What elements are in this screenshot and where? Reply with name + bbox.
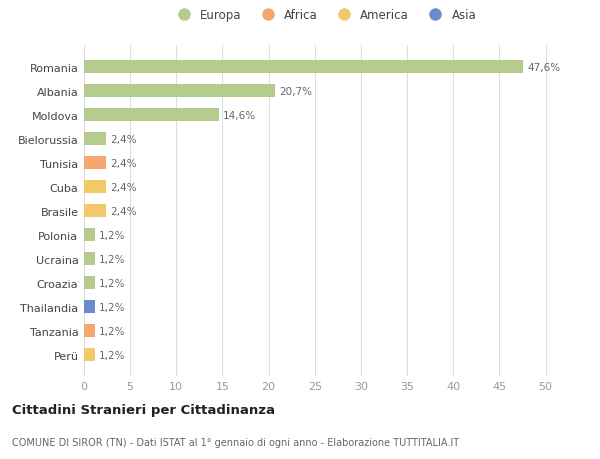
Bar [84, 252, 95, 266]
Bar [84, 276, 95, 290]
Text: 1,2%: 1,2% [99, 302, 125, 312]
Bar [84, 181, 106, 194]
Bar [84, 85, 275, 98]
Bar [84, 205, 106, 218]
Bar [84, 300, 95, 313]
Bar [84, 157, 106, 170]
Text: 1,2%: 1,2% [99, 230, 125, 240]
Text: 2,4%: 2,4% [110, 182, 136, 192]
Text: Cittadini Stranieri per Cittadinanza: Cittadini Stranieri per Cittadinanza [12, 403, 275, 416]
Text: 2,4%: 2,4% [110, 158, 136, 168]
Bar [84, 61, 523, 74]
Bar [84, 109, 219, 122]
Text: 2,4%: 2,4% [110, 134, 136, 144]
Text: 1,2%: 1,2% [99, 350, 125, 360]
Bar [84, 348, 95, 361]
Text: 1,2%: 1,2% [99, 326, 125, 336]
Text: 47,6%: 47,6% [527, 62, 560, 73]
Bar [84, 133, 106, 146]
Text: 1,2%: 1,2% [99, 278, 125, 288]
Text: 1,2%: 1,2% [99, 254, 125, 264]
Bar [84, 229, 95, 241]
Text: 2,4%: 2,4% [110, 206, 136, 216]
Text: 14,6%: 14,6% [223, 111, 256, 120]
Text: 20,7%: 20,7% [279, 86, 312, 96]
Bar [84, 324, 95, 337]
Legend: Europa, Africa, America, Asia: Europa, Africa, America, Asia [172, 9, 476, 22]
Text: COMUNE DI SIROR (TN) - Dati ISTAT al 1° gennaio di ogni anno - Elaborazione TUTT: COMUNE DI SIROR (TN) - Dati ISTAT al 1° … [12, 437, 459, 447]
